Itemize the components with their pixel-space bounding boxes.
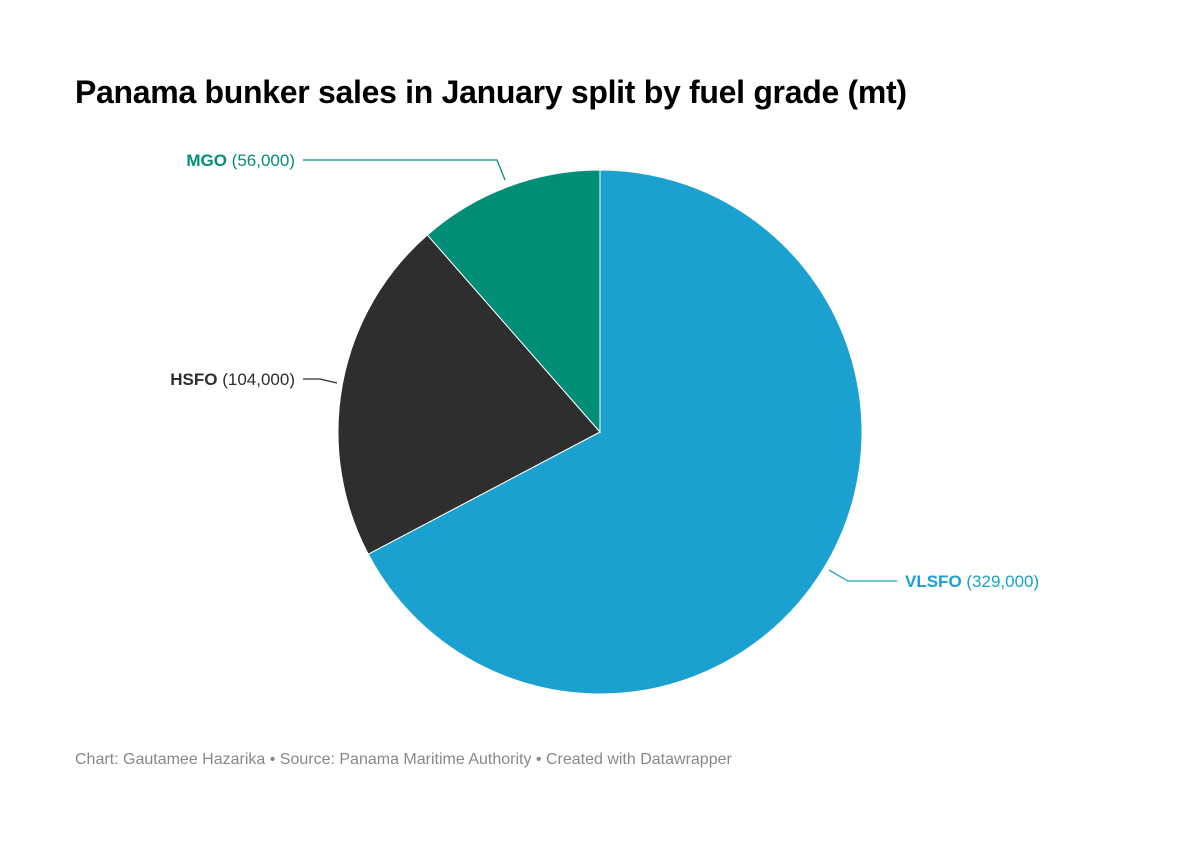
pie-slice-mgo	[426, 169, 601, 434]
pie-slices	[337, 169, 863, 695]
pie-slice-vlsfo	[367, 169, 863, 695]
leader-line-hsfo	[303, 378, 338, 384]
leader-line-vlsfo	[828, 569, 897, 582]
slice-label-mgo: MGO (56,000)	[186, 151, 295, 170]
slice-label-hsfo: HSFO (104,000)	[170, 370, 295, 389]
pie-slice-hsfo	[337, 234, 601, 555]
chart-title: Panama bunker sales in January split by …	[75, 74, 907, 110]
slice-label-name: VLSFO	[905, 572, 962, 591]
slice-label-value: (56,000)	[227, 151, 295, 170]
slice-label-name: HSFO	[170, 370, 217, 389]
slice-label-vlsfo: VLSFO (329,000)	[905, 572, 1039, 591]
pie-labels: VLSFO (329,000) HSFO (104,000) MGO (56,000…	[170, 151, 1039, 591]
chart-footer: Chart: Gautamee Hazarika • Source: Panam…	[75, 751, 732, 768]
slice-label-name: MGO	[186, 151, 227, 170]
slice-label-value: (104,000)	[218, 370, 296, 389]
leader-line-mgo	[303, 159, 506, 181]
slice-label-value: (329,000)	[962, 572, 1040, 591]
